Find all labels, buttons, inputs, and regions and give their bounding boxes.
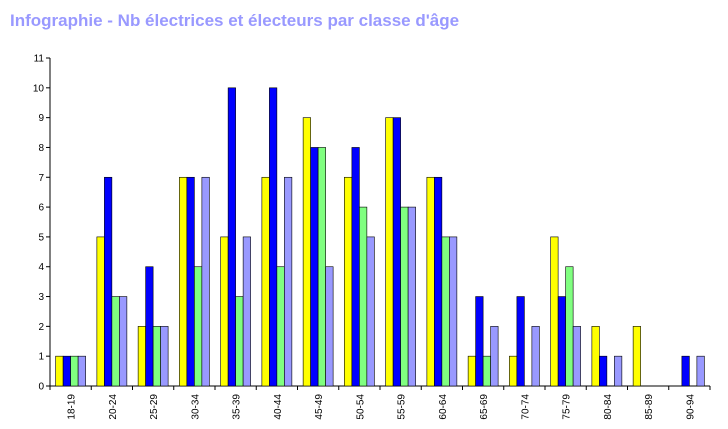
- bar: [696, 355, 705, 387]
- x-tick-label: 60-64: [438, 394, 449, 420]
- bar: [104, 176, 113, 387]
- bar: [284, 176, 293, 387]
- bar: [490, 326, 499, 387]
- x-tick-label: 18-19: [67, 394, 78, 420]
- bar: [550, 236, 559, 387]
- x-tick-label: 75-79: [562, 394, 573, 420]
- y-tick-label: 6: [38, 203, 44, 214]
- x-tick-label: 30-34: [190, 394, 201, 420]
- y-tick-label: 2: [38, 322, 44, 333]
- x-tick-label: 40-44: [273, 394, 284, 420]
- y-tick-label: 10: [33, 83, 45, 94]
- x-tick-label: 80-84: [603, 394, 614, 420]
- bar: [227, 87, 236, 387]
- bar: [344, 176, 353, 387]
- bar: [441, 236, 450, 387]
- bar: [591, 326, 600, 387]
- bar: [77, 355, 86, 387]
- y-tick-label: 11: [34, 54, 45, 65]
- bar: [119, 296, 128, 387]
- bar: [137, 326, 146, 387]
- y-tick-label: 7: [38, 173, 44, 184]
- y-tick-label: 4: [38, 262, 44, 273]
- bar: [359, 206, 368, 387]
- y-tick-label: 1: [38, 352, 44, 363]
- x-tick-label: 45-49: [314, 394, 325, 420]
- x-tick-label: 35-39: [232, 394, 243, 420]
- bar: [572, 326, 581, 387]
- bar: [531, 326, 540, 387]
- x-tick-label: 55-59: [397, 394, 408, 420]
- bar: [482, 355, 491, 387]
- bar: [62, 355, 71, 387]
- chart-title: Infographie - Nb électrices et électeurs…: [10, 11, 460, 30]
- bar: [385, 117, 394, 387]
- x-tick-label: 70-74: [520, 394, 531, 420]
- bar: [179, 176, 188, 387]
- bar: [235, 296, 244, 387]
- bar: [614, 355, 623, 387]
- bar: [509, 355, 518, 387]
- y-tick-label: 5: [38, 232, 44, 243]
- bar: [632, 326, 641, 387]
- y-tick-label: 3: [38, 292, 44, 303]
- bar: [220, 236, 229, 387]
- chart-bars: [55, 87, 705, 387]
- bar: [565, 266, 574, 387]
- bar: [467, 355, 476, 387]
- bar: [325, 266, 334, 387]
- bar: [475, 296, 484, 387]
- bar: [449, 236, 458, 387]
- bar: [145, 266, 154, 387]
- bar: [400, 206, 409, 387]
- x-tick-label: 20-24: [108, 394, 119, 420]
- bar: [434, 176, 443, 387]
- bar: [194, 266, 203, 387]
- y-tick-label: 9: [38, 113, 44, 124]
- bar: [557, 296, 566, 387]
- bar: [516, 296, 525, 387]
- bar: [55, 355, 64, 387]
- chart-tick-labels: 0 1 2 3 4 5 6 7 8 9 10 11 18-19 20-24 25-29 30-34 35-39 4…: [33, 54, 697, 420]
- bar: [152, 326, 161, 387]
- bar: [310, 147, 319, 387]
- bar: [317, 147, 326, 387]
- x-tick-label: 65-69: [479, 394, 490, 420]
- bar: [407, 206, 416, 387]
- x-tick-label: 90-94: [685, 394, 696, 420]
- x-tick-label: 25-29: [149, 394, 160, 420]
- bar: [681, 355, 690, 387]
- bar: [366, 236, 375, 387]
- bar: [111, 296, 120, 387]
- bar: [242, 236, 251, 387]
- bar: [261, 176, 270, 387]
- bar: [426, 176, 435, 387]
- bar: [160, 326, 169, 387]
- bar: [276, 266, 285, 387]
- bar: [70, 355, 79, 387]
- y-tick-label: 8: [38, 143, 44, 154]
- x-tick-label: 50-54: [355, 394, 366, 420]
- y-tick-label: 0: [38, 382, 44, 393]
- bar: [186, 176, 195, 387]
- bar: [302, 117, 311, 387]
- bar: [201, 176, 210, 387]
- bar: [392, 117, 401, 387]
- bar: [351, 147, 360, 387]
- x-tick-label: 85-89: [644, 394, 655, 420]
- bar: [269, 87, 278, 387]
- bar: [599, 355, 608, 387]
- bar: [96, 236, 105, 387]
